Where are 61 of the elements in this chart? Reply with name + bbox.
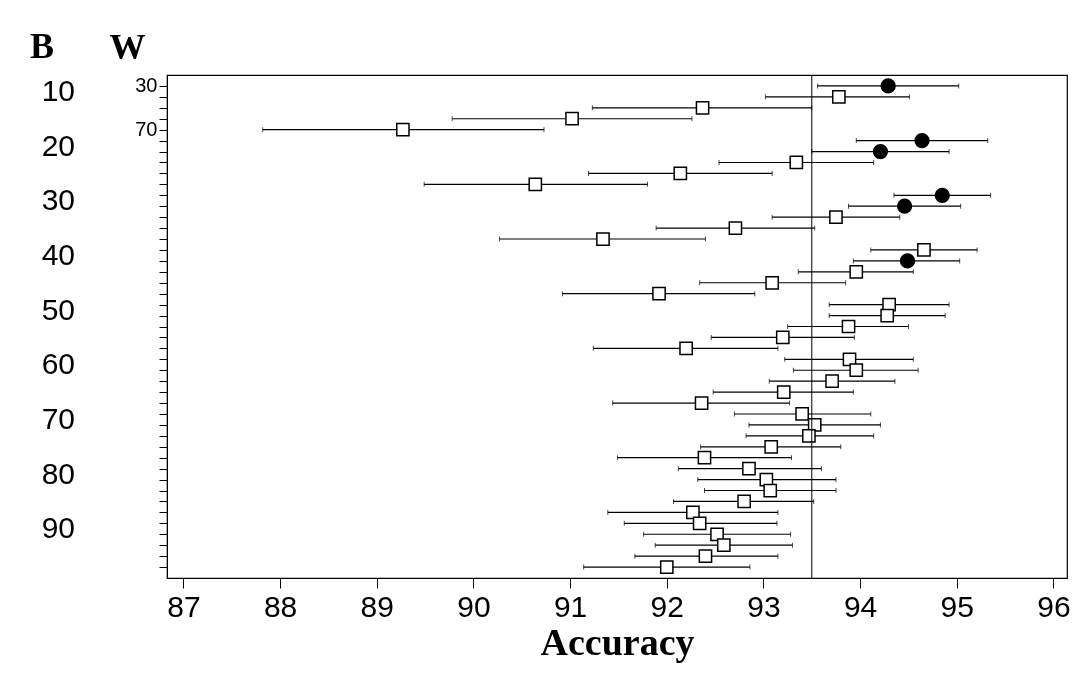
point <box>659 560 674 574</box>
point <box>763 483 778 498</box>
x-axis-title: Accuracy <box>540 620 695 663</box>
y2-tick-label: 90 <box>41 511 75 545</box>
y2-tick-label: 50 <box>41 292 75 326</box>
y2-tick-label: 10 <box>41 73 75 107</box>
point <box>692 516 707 531</box>
y2-axis-title: B <box>29 26 55 66</box>
point <box>896 198 913 214</box>
x-tick-label: 91 <box>553 589 588 623</box>
point <box>764 439 779 454</box>
point <box>880 78 896 94</box>
x-tick-label: 92 <box>650 589 684 623</box>
point <box>679 341 693 356</box>
y2-tick-label: 20 <box>41 128 75 162</box>
x-tick-label: 88 <box>263 589 298 623</box>
point <box>742 461 756 476</box>
point <box>565 111 579 126</box>
point <box>914 132 930 149</box>
x-tick-label: 96 <box>1037 589 1071 623</box>
point <box>802 428 816 443</box>
point <box>825 374 839 389</box>
point <box>899 253 916 269</box>
point <box>765 275 780 290</box>
point <box>789 155 804 170</box>
point <box>728 221 743 235</box>
point <box>831 90 846 104</box>
y2-tick-label: 40 <box>41 237 75 271</box>
point <box>872 143 889 160</box>
point <box>934 187 950 203</box>
x-tick-label: 90 <box>457 589 491 623</box>
point <box>776 385 791 399</box>
point <box>528 177 543 192</box>
x-tick-label: 89 <box>360 589 394 623</box>
point <box>652 286 666 301</box>
point <box>697 450 712 465</box>
x-tick-label: 87 <box>167 589 201 623</box>
point <box>396 122 410 137</box>
point <box>917 243 931 257</box>
y2-tick-label: 70 <box>41 401 75 435</box>
point <box>695 100 710 115</box>
point <box>795 407 809 421</box>
y2-tick-label: 60 <box>41 347 75 381</box>
y-axis-title: W <box>109 26 146 67</box>
point <box>694 396 709 410</box>
point <box>841 319 856 334</box>
point <box>716 538 731 553</box>
x-tick-label: 93 <box>747 589 781 623</box>
y2-tick-label: 30 <box>41 183 75 217</box>
x-tick-label: 94 <box>843 589 878 623</box>
point <box>596 232 610 246</box>
point <box>880 308 895 323</box>
point <box>673 166 688 181</box>
point <box>849 264 864 279</box>
x-tick-label: 95 <box>940 589 974 623</box>
point <box>737 494 751 509</box>
point <box>829 210 843 225</box>
point <box>698 549 713 563</box>
point <box>775 330 790 345</box>
y2-tick-label: 80 <box>41 456 75 490</box>
point <box>849 363 864 378</box>
